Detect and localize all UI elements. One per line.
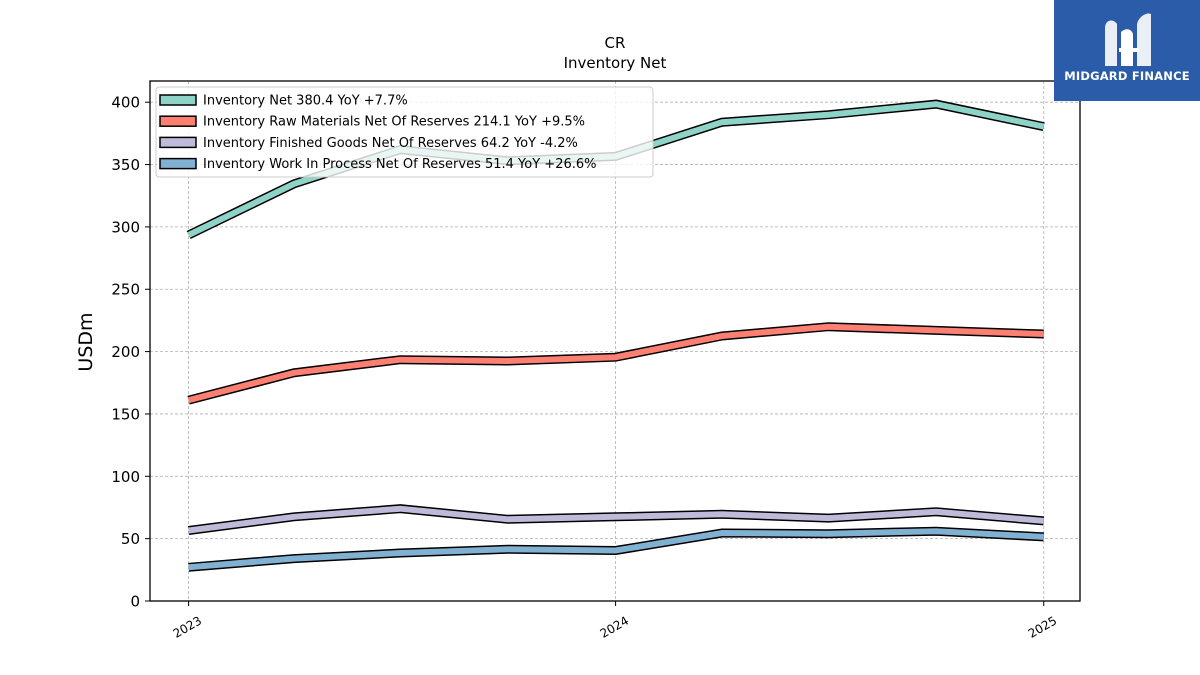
x-axis: 2023 2024 2025 bbox=[171, 601, 1059, 641]
y-tick-label: 150 bbox=[111, 405, 140, 423]
legend-swatch bbox=[159, 157, 197, 170]
y-tick-label: 400 bbox=[111, 94, 140, 112]
legend-box bbox=[155, 86, 654, 178]
legend-swatch bbox=[159, 115, 197, 127]
y-tick-label: 250 bbox=[111, 281, 140, 299]
series-line bbox=[187, 323, 1044, 404]
x-tick-label: 2023 bbox=[171, 613, 204, 640]
y-tick-label: 200 bbox=[111, 343, 140, 361]
series-line-outline bbox=[187, 322, 1044, 405]
brand-name: MIDGARD FINANCE bbox=[1064, 69, 1190, 83]
legend: Inventory Net 380.4 YoY +7.7% Inventory R… bbox=[155, 86, 654, 178]
legend-label: Inventory Net 380.4 YoY +7.7% bbox=[203, 94, 408, 109]
y-tick-label: 300 bbox=[111, 218, 140, 236]
series-line bbox=[188, 528, 1044, 571]
y-tick-label: 50 bbox=[121, 530, 140, 548]
plot-frame bbox=[149, 80, 1081, 602]
chart-title: CR bbox=[605, 34, 626, 52]
y-tick-label: 0 bbox=[130, 593, 140, 611]
y-tick-label: 100 bbox=[111, 468, 140, 486]
x-tick-label: 2025 bbox=[1026, 613, 1059, 640]
y-axis: 0 50 100 150 200 250 300 350 400 bbox=[111, 94, 150, 611]
legend-label: Inventory Raw Materials Net Of Reserves … bbox=[203, 115, 585, 130]
y-axis-label: USDm bbox=[75, 312, 97, 371]
legend-label: Inventory Work In Process Net Of Reserve… bbox=[203, 157, 597, 172]
series-line bbox=[188, 505, 1044, 534]
brand-logo: MIDGARD FINANCE bbox=[1054, 0, 1200, 101]
chart-subtitle: Inventory Net bbox=[564, 54, 667, 72]
legend-swatch bbox=[159, 94, 197, 106]
midgard-m-logo-icon bbox=[1105, 13, 1151, 66]
legend-swatch bbox=[159, 136, 197, 149]
legend-label: Inventory Finished Goods Net Of Reserves… bbox=[203, 136, 578, 151]
y-tick-label: 350 bbox=[111, 156, 140, 174]
x-tick-label: 2024 bbox=[598, 613, 631, 640]
